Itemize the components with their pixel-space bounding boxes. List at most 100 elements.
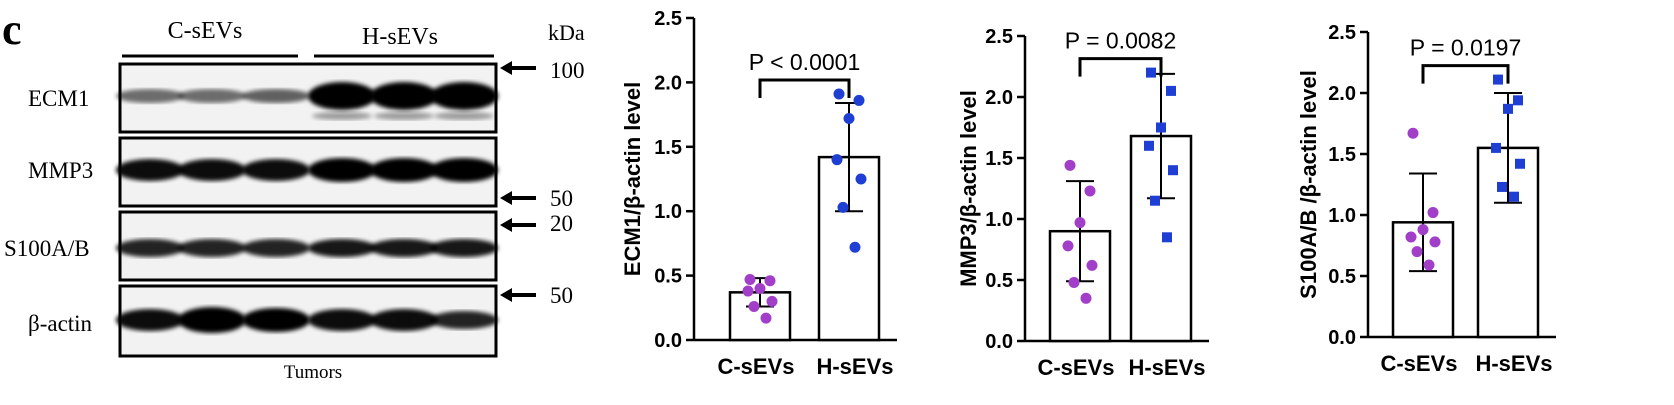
data-point [1062,240,1074,252]
blot-row-label-mmp3: MMP3 [28,158,93,183]
blot-membrane-actin [116,284,498,358]
data-point [1168,165,1178,176]
p-value-label: P = 0.0197 [1410,35,1522,61]
data-point [1156,122,1166,133]
blot-band [308,158,376,182]
data-point [1497,181,1507,192]
arrow-left-icon [500,61,536,75]
marker-50b: 50 [500,283,573,308]
y-tick-label: 0.5 [985,270,1013,292]
blot-panel: C-sEVs H-sEVs kDa ECM1 MMP3 S100A/B β-ac… [4,18,585,383]
data-point [764,275,776,287]
y-tick-label: 1.0 [985,209,1013,231]
blot-band [178,159,246,181]
data-point [1493,74,1503,85]
marker-100-label: 100 [550,58,585,83]
data-point [1515,158,1525,169]
y-tick-label: 1.0 [1328,205,1356,227]
bar-H-sEVs [817,155,881,342]
x-tick-label: C-sEVs [1380,351,1457,376]
data-point [744,273,756,285]
y-tick-label: 0.0 [654,330,682,352]
y-tick-label: 0.5 [1328,266,1356,288]
data-point [853,94,865,106]
data-point [754,282,766,294]
blot-membrane-s100 [116,210,498,282]
significance-bracket: P < 0.0001 [749,49,860,98]
panel-label: c [2,5,22,54]
x-tick-label: H-sEVs [816,354,893,379]
blot-row-label-s100: S100A/B [4,236,90,261]
blot-band [430,311,498,329]
x-tick-label: C-sEVs [717,354,794,379]
y-tick-label: 2.0 [654,72,682,94]
y-tick-label: 1.5 [654,137,682,159]
y-axis-label: S100A/B /β-actin level [1296,70,1321,299]
blot-membrane-mmp3 [116,136,498,208]
data-point [742,285,754,297]
data-point [1491,142,1501,153]
y-tick-label: 2.0 [1328,83,1356,105]
marker-50b-label: 50 [550,283,573,308]
y-tick-label: 0.0 [985,331,1013,353]
data-point [1429,236,1441,248]
y-tick-label: 0.5 [654,266,682,288]
p-value-label: P = 0.0082 [1065,28,1177,54]
data-point [849,241,861,253]
data-point [855,173,867,185]
blot-row-label-ecm1: ECM1 [28,86,89,111]
data-point [748,301,760,313]
data-point [1405,231,1417,243]
blot-band [308,239,376,257]
chart-2: 0.0 0.5 1.0 1.5 2.0 2.5 MMP3/β-actin level C-sE… [956,26,1209,380]
blot-band [178,307,246,333]
data-point [1503,103,1513,114]
blot-band [370,158,438,182]
arrow-left-icon [500,218,536,232]
data-point [1144,140,1154,151]
y-tick-label: 1.5 [985,148,1013,170]
data-point [1166,85,1176,96]
marker-20: 20 [500,211,573,236]
blot-band [312,112,372,120]
blot-band [308,309,376,331]
error-bar [1409,172,1437,273]
data-point [1427,207,1439,219]
blot-band [178,89,246,103]
blot-membrane-ecm1 [116,62,498,134]
data-point [1407,127,1419,139]
blot-band [308,82,376,110]
blot-band [370,82,438,110]
data-point [833,88,845,100]
data-point [760,312,772,324]
data-point [837,201,849,213]
blot-band [430,158,498,182]
marker-50a-label: 50 [550,186,573,211]
blot-band [434,112,494,120]
blot-band [116,239,184,257]
blot-footer: Tumors [284,362,342,383]
data-point [1162,232,1172,243]
data-point [1074,217,1086,229]
data-point [1423,259,1435,271]
y-tick-label: 2.0 [985,87,1013,109]
blot-band [430,82,498,110]
x-tick-label: H-sEVs [1475,351,1552,376]
blot-membranes [116,62,498,358]
blot-band [370,239,438,257]
y-tick-label: 2.5 [1328,22,1356,44]
significance-bracket: P = 0.0082 [1065,28,1177,77]
data-point [1513,95,1523,106]
blot-band [116,159,184,181]
y-axis-label: ECM1/β-actin level [620,82,645,276]
chart-1: 0.0 0.5 1.0 1.5 2.0 2.5 ECM1/β-actin level C-sE… [620,8,897,379]
data-point [1417,224,1429,236]
data-point [1411,246,1423,258]
blot-band [116,89,184,103]
data-point [1150,195,1160,206]
y-tick-label: 1.5 [1328,144,1356,166]
data-point [1146,67,1156,78]
data-point [1064,159,1076,171]
